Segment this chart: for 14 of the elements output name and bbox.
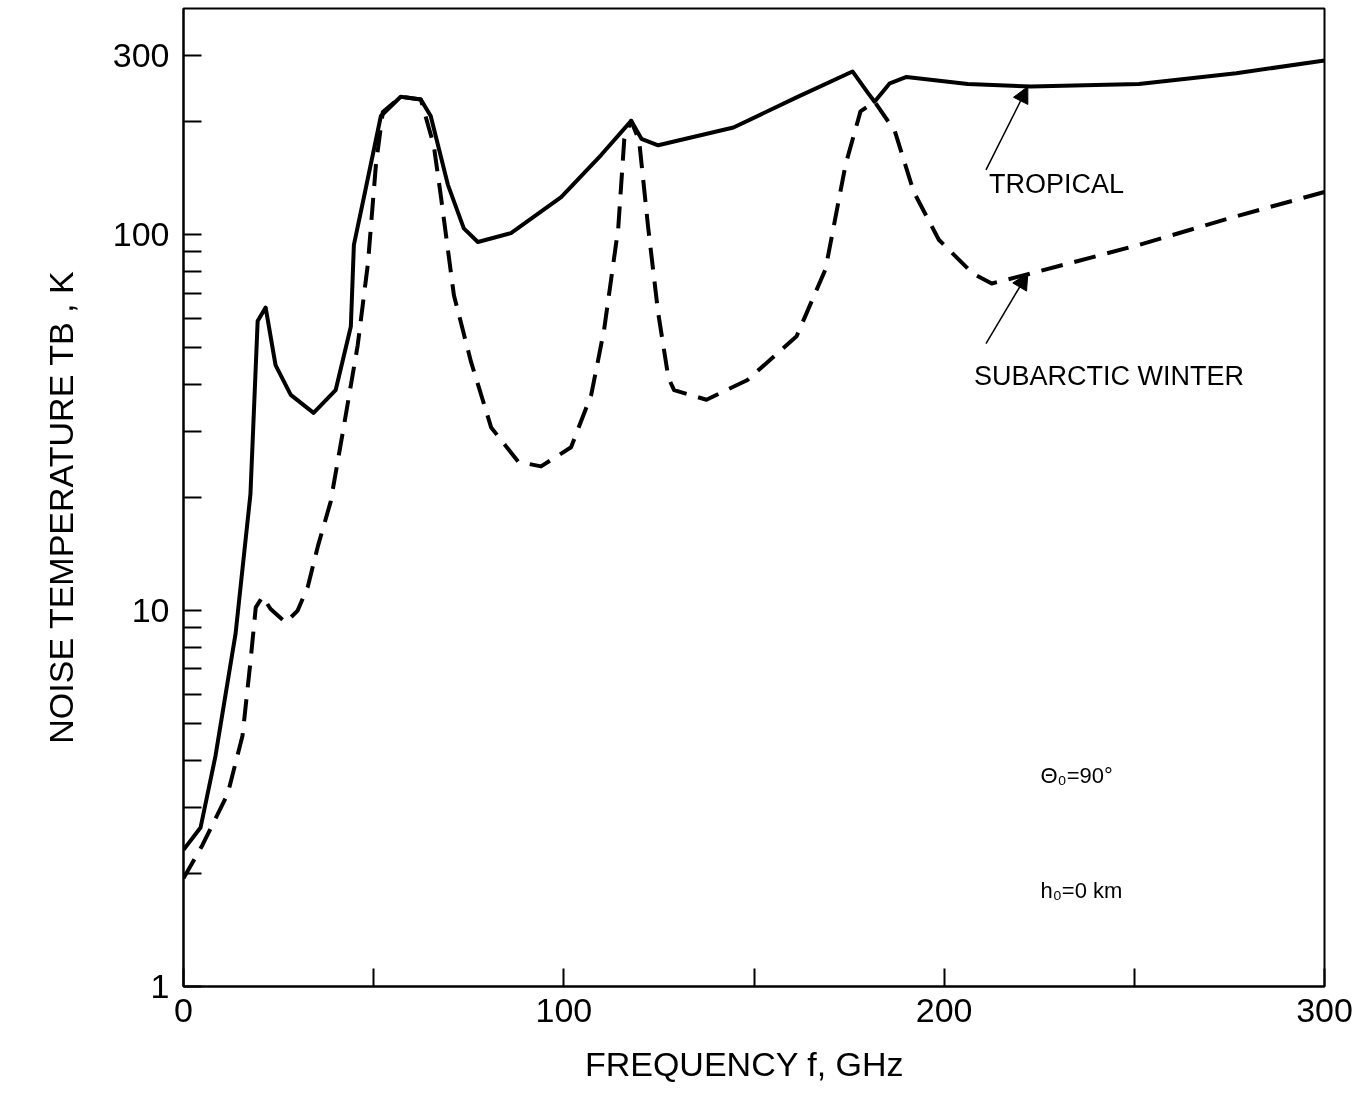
x-tick-label: 300 xyxy=(1296,990,1353,1029)
y-tick-label: 1 xyxy=(150,967,170,1005)
x-tick-label: 100 xyxy=(535,990,593,1029)
y-axis-title: NOISE TEMPERATURE TB , K xyxy=(41,271,80,744)
y-tick-label: 10 xyxy=(131,591,170,630)
annotation: TROPICAL xyxy=(989,168,1125,199)
x-tick-label: 200 xyxy=(915,990,973,1029)
x-tick-label: 0 xyxy=(174,990,193,1029)
y-tick-label: 300 xyxy=(112,35,170,74)
annotation: Θ₀=90° xyxy=(1040,763,1113,788)
y-tick-label: 100 xyxy=(112,215,170,254)
annotation: h₀=0 km xyxy=(1040,878,1123,903)
x-axis-title: FREQUENCY f, GHz xyxy=(584,1044,904,1083)
annotation: SUBARCTIC WINTER xyxy=(974,360,1244,391)
